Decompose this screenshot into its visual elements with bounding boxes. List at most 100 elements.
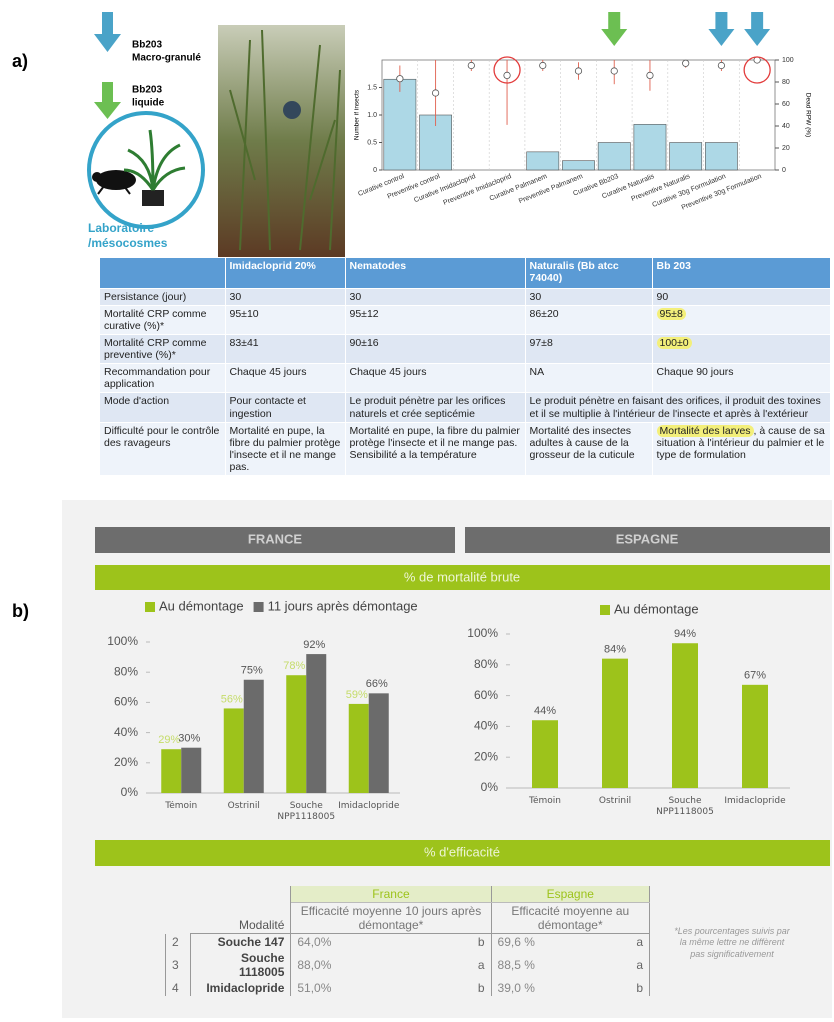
- legend-text: Bb203: [132, 40, 162, 51]
- row: Mortalité CRP comme curative (%)* 95±10 95…: [100, 305, 831, 335]
- cell: a: [605, 933, 651, 950]
- cell: Chaque 45 jours: [225, 363, 346, 393]
- row: Persistance (jour) 30 30 30 90: [100, 287, 831, 306]
- x-tick-label: Imidaclopride: [724, 796, 786, 806]
- section-title: % d'efficacité: [424, 844, 500, 859]
- row: 3 Souche 1118005 88,0% a 88,5 % a: [165, 950, 651, 980]
- data-label: 44%: [534, 705, 556, 717]
- cell: 30: [525, 287, 653, 306]
- country-header: FRANCE: [248, 531, 302, 546]
- legend-arrow: [94, 12, 121, 119]
- y-tick-label: 0%: [481, 780, 499, 794]
- legend-text: liquide: [132, 98, 165, 109]
- point: [396, 75, 404, 83]
- site-label: /mésocosmes: [88, 236, 168, 250]
- x-tick-label: Preventive Palmanem: [518, 173, 584, 205]
- x-tick-label-box: Témoin: [529, 796, 561, 806]
- bar: [306, 654, 327, 793]
- cell-text: , à cause de sa situation à l'intérieur …: [656, 424, 825, 461]
- y2-axis-title: Dead RPW (%): [804, 93, 811, 137]
- row: Difficulté pour le contrôle des ravageur…: [100, 421, 831, 475]
- marker-arrow: [601, 29, 628, 46]
- x-tick-label-box: Souche NPP1118005: [277, 801, 335, 822]
- bar: [672, 643, 698, 788]
- cell-text: Mortalité des larves: [656, 424, 754, 437]
- y-tick-label: 100%: [107, 634, 138, 648]
- x-tick-label-box: Imidaclopride: [338, 801, 399, 811]
- cell-text: 100±0: [656, 337, 692, 350]
- point: [610, 67, 618, 75]
- header-cell: Bb 203: [652, 258, 831, 289]
- country-header-bg: [465, 527, 830, 553]
- cell: 100±0: [652, 334, 831, 364]
- legend-text: Bb203: [132, 85, 162, 96]
- header-cell: Nematodes: [345, 258, 526, 289]
- cell: 90: [652, 287, 831, 306]
- data-label: 59%: [346, 689, 368, 701]
- data-label: 75%: [241, 665, 263, 677]
- cell: Souche 1118005: [190, 950, 292, 980]
- marker-arrow: [751, 12, 764, 30]
- y-tick-label: 1.0: [367, 112, 377, 119]
- country-header-bg: [95, 527, 455, 553]
- cell: Mortalité des insectes adultes à cause d…: [525, 421, 653, 475]
- cell: 69,6 %: [497, 935, 535, 949]
- cell: b: [432, 980, 492, 996]
- y-tick-label: 0: [373, 167, 377, 174]
- cell: 30: [225, 287, 346, 306]
- legend-label: 11 jours après démontage: [268, 598, 418, 613]
- country-header: ESPAGNE: [616, 531, 679, 546]
- cell: 3: [165, 950, 191, 980]
- x-tick-label: Témoin: [529, 796, 561, 806]
- y2-tick-label: 20: [782, 145, 790, 152]
- section-bar: [95, 840, 830, 866]
- point: [717, 61, 726, 70]
- column-header: Efficacité moyenne 10 jours après démont…: [290, 902, 492, 934]
- y-tick-label: 0.5: [367, 139, 377, 146]
- y-tick-label: 100%: [467, 626, 498, 640]
- cell: a: [605, 950, 651, 980]
- header-row: Imidacloprid 20% Nematodes Naturalis (Bb a…: [100, 258, 831, 289]
- section-title: % de mortalité brute: [404, 569, 520, 584]
- point: [503, 71, 511, 80]
- bar: [562, 160, 595, 171]
- cell: 88,0%: [297, 958, 332, 972]
- note: *Les pourcentages suivis par la même let…: [674, 926, 790, 959]
- bar: [161, 749, 182, 793]
- bar: [243, 679, 264, 793]
- column-header: Efficacité moyenne au démontage*: [491, 902, 651, 934]
- y-tick-label: 20%: [114, 755, 138, 769]
- cell: 86±20: [525, 305, 653, 335]
- cell-text: 95±8: [656, 308, 686, 321]
- marker-arrow: [744, 29, 771, 46]
- row: 4 Imidaclopride 51,0% b 39,0 % b: [165, 980, 651, 996]
- panel-label: a): [12, 51, 28, 71]
- efficacy-table: France Espagne Modalité Efficacité moyenne …: [165, 886, 651, 996]
- legend-swatch: [253, 602, 264, 612]
- y-tick-label: 60%: [114, 695, 138, 709]
- comparison-table: Imidacloprid 20% Nematodes Naturalis (Bb a…: [100, 258, 831, 475]
- cell: 95±12: [345, 305, 526, 335]
- y2-tick-label: 80: [782, 79, 790, 86]
- legend-swatch: [600, 605, 610, 615]
- cell: Le produit pénètre en faisant des orific…: [525, 392, 831, 423]
- cell: Mortalité en pupe, la fibre du palmier p…: [225, 421, 346, 475]
- bar: [223, 708, 244, 793]
- header-cell: [100, 258, 226, 289]
- cell: Souche 147: [190, 933, 292, 950]
- y2-tick-label: 60: [782, 101, 790, 108]
- y2-tick-label: 0: [782, 167, 786, 174]
- cell: 51,0%: [297, 981, 332, 995]
- data-label: 29%: [158, 734, 180, 746]
- x-tick-label: Souche NPP1118005: [656, 796, 714, 817]
- y-tick-label: 0%: [121, 785, 139, 799]
- point: [431, 89, 440, 97]
- cell: [190, 886, 292, 903]
- bar: [532, 720, 558, 788]
- site-label: Laboratoire: [88, 221, 154, 235]
- data-label: 92%: [303, 639, 325, 651]
- data-label: 78%: [283, 660, 305, 672]
- marker-arrow: [715, 12, 728, 30]
